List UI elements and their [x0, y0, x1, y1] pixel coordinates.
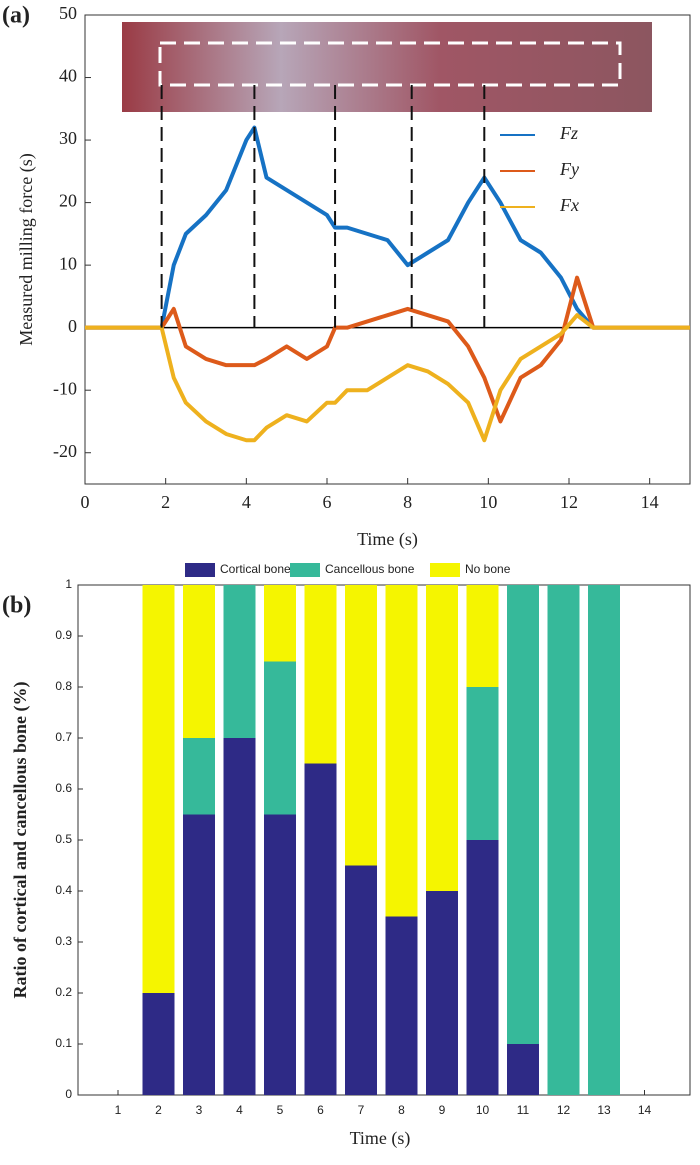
y-tick-label: 0.1: [55, 1036, 72, 1050]
legend-label: Fx: [559, 195, 579, 215]
y-axis-label: Ratio of cortical and cancellous bone (%…: [10, 682, 31, 999]
x-tick-label: 11: [517, 1103, 530, 1117]
x-tick-label: 2: [155, 1103, 162, 1117]
y-tick-label: 0: [65, 1087, 72, 1101]
legend-label: No bone: [465, 562, 511, 576]
x-tick-label: 1: [115, 1103, 122, 1117]
bar-segment: [547, 585, 580, 1095]
x-tick-label: 6: [317, 1103, 324, 1117]
x-tick-label: 0: [81, 492, 90, 512]
y-tick-label: -20: [53, 441, 77, 461]
bar-segment: [385, 916, 418, 1095]
x-tick-label: 4: [236, 1103, 243, 1117]
bar-segment: [304, 763, 337, 1095]
x-tick-label: 13: [597, 1103, 611, 1117]
bar-segment: [264, 585, 296, 662]
roi-box: [158, 41, 622, 87]
legend-label: Cancellous bone: [325, 562, 415, 576]
y-tick-label: 20: [59, 191, 77, 211]
plot-frame: [84, 14, 691, 485]
bar-segment: [264, 661, 296, 815]
bar-segment: [426, 891, 458, 1095]
y-tick-label: 0.7: [55, 730, 72, 744]
bar-segment: [183, 585, 215, 738]
x-tick-label: 5: [277, 1103, 284, 1117]
bar-segment: [223, 585, 256, 738]
force-line: [85, 125, 690, 330]
x-tick-label: 9: [439, 1103, 446, 1117]
y-tick-label: 0: [68, 316, 77, 336]
y-tick-label: 0.8: [55, 679, 72, 693]
y-tick-label: 0.2: [55, 985, 72, 999]
bar-segment: [385, 585, 418, 917]
bar-segment: [466, 585, 499, 687]
x-tick-label: 12: [557, 1103, 571, 1117]
bar-segment: [466, 840, 499, 1095]
bar-segment: [426, 585, 458, 891]
y-tick-label: 50: [59, 3, 77, 23]
y-tick-label: 0.6: [55, 781, 72, 795]
x-tick-label: 8: [398, 1103, 405, 1117]
y-tick-label: 40: [59, 66, 77, 86]
x-tick-label: 10: [479, 492, 497, 512]
x-tick-label: 10: [476, 1103, 490, 1117]
bar-segment: [183, 814, 215, 1095]
bar-segment: [345, 865, 377, 1095]
bar-segment: [183, 738, 215, 815]
y-tick-label: -10: [53, 378, 77, 398]
force-line: [85, 313, 690, 443]
bar-segment: [142, 585, 175, 993]
x-tick-label: 14: [638, 1103, 652, 1117]
y-tick-label: 0.4: [55, 883, 72, 897]
bar-segment: [223, 738, 256, 1095]
panel-label: (a): [2, 3, 30, 29]
x-tick-label: 8: [403, 492, 412, 512]
y-tick-label: 0.9: [55, 628, 72, 642]
bar-segment: [507, 1044, 539, 1095]
legend-swatch: [185, 563, 215, 577]
legend-label: Fz: [559, 123, 578, 143]
x-tick-label: 3: [196, 1103, 203, 1117]
x-tick-label: 12: [560, 492, 578, 512]
force-line: [85, 275, 690, 424]
y-tick-label: 0.5: [55, 832, 72, 846]
y-tick-label: 30: [59, 128, 77, 148]
bar-segment: [507, 585, 539, 1044]
legend-label: Fy: [559, 159, 579, 179]
bar-segment: [345, 585, 377, 866]
bar-segment: [264, 814, 296, 1095]
legend-label: Cortical bone: [220, 562, 291, 576]
legend-swatch: [430, 563, 460, 577]
x-axis-label: Time (s): [350, 1128, 411, 1149]
y-tick-label: 10: [59, 253, 77, 273]
x-axis-label: Time (s): [357, 529, 418, 550]
x-tick-label: 6: [323, 492, 332, 512]
bar-segment: [466, 687, 499, 840]
bar-segment: [142, 993, 175, 1095]
bar-segment: [304, 585, 337, 764]
bar-segment: [588, 585, 620, 1095]
y-tick-label: 0.3: [55, 934, 72, 948]
x-tick-label: 4: [242, 492, 251, 512]
y-axis-label: Measured milling force (s): [16, 153, 37, 345]
x-tick-label: 14: [641, 492, 659, 512]
y-tick-label: 1: [65, 577, 72, 591]
panel-label: (b): [2, 593, 31, 619]
bone-photo: [122, 22, 652, 112]
x-tick-label: 7: [358, 1103, 365, 1117]
legend-swatch: [290, 563, 320, 577]
x-tick-label: 2: [161, 492, 170, 512]
